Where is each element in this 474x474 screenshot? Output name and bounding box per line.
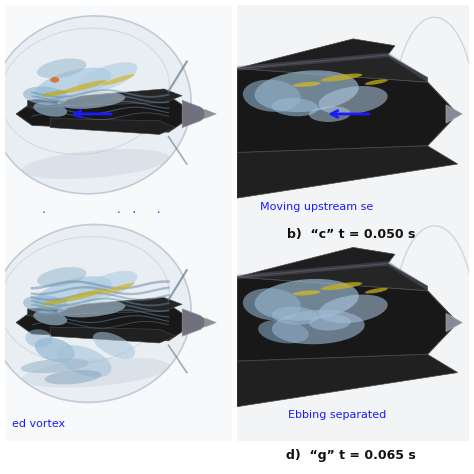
- Polygon shape: [237, 261, 428, 291]
- Ellipse shape: [41, 299, 68, 305]
- Polygon shape: [237, 264, 428, 291]
- Ellipse shape: [33, 102, 67, 117]
- Ellipse shape: [309, 315, 351, 330]
- Ellipse shape: [22, 149, 169, 179]
- Ellipse shape: [35, 276, 111, 310]
- Polygon shape: [16, 304, 196, 341]
- Ellipse shape: [0, 225, 191, 402]
- Ellipse shape: [41, 90, 68, 97]
- Polygon shape: [237, 146, 457, 198]
- Polygon shape: [27, 89, 182, 107]
- Ellipse shape: [255, 279, 359, 320]
- Polygon shape: [446, 105, 462, 123]
- Ellipse shape: [321, 73, 362, 82]
- Ellipse shape: [365, 288, 388, 293]
- Polygon shape: [182, 100, 210, 128]
- Ellipse shape: [258, 320, 309, 343]
- Ellipse shape: [50, 77, 59, 82]
- Polygon shape: [182, 309, 210, 336]
- Ellipse shape: [93, 332, 135, 359]
- Ellipse shape: [33, 310, 67, 325]
- Ellipse shape: [243, 80, 301, 112]
- Ellipse shape: [23, 86, 68, 105]
- Polygon shape: [237, 277, 457, 361]
- Ellipse shape: [272, 310, 365, 344]
- Ellipse shape: [293, 82, 320, 87]
- Ellipse shape: [45, 370, 101, 384]
- Ellipse shape: [243, 288, 301, 320]
- Ellipse shape: [77, 271, 137, 301]
- Polygon shape: [50, 118, 175, 135]
- Ellipse shape: [319, 294, 388, 323]
- Ellipse shape: [63, 289, 106, 302]
- Ellipse shape: [365, 79, 388, 85]
- Polygon shape: [16, 96, 196, 132]
- Ellipse shape: [22, 357, 169, 388]
- Ellipse shape: [272, 307, 318, 325]
- Polygon shape: [237, 55, 428, 82]
- Text: g upstream separated vortex: g upstream separated vortex: [11, 210, 174, 220]
- Ellipse shape: [255, 70, 359, 112]
- Ellipse shape: [102, 74, 135, 85]
- Text: d)  “g” t = 0.065 s: d) “g” t = 0.065 s: [286, 449, 416, 463]
- Ellipse shape: [272, 98, 318, 116]
- Ellipse shape: [77, 62, 137, 93]
- Ellipse shape: [63, 80, 106, 93]
- Polygon shape: [237, 53, 428, 82]
- Polygon shape: [205, 318, 216, 327]
- Ellipse shape: [23, 295, 68, 314]
- Ellipse shape: [57, 92, 125, 109]
- Ellipse shape: [21, 358, 89, 373]
- Ellipse shape: [37, 58, 86, 78]
- Polygon shape: [205, 109, 216, 118]
- Text: ed vortex: ed vortex: [11, 419, 64, 429]
- Polygon shape: [50, 327, 175, 343]
- Text: Moving upstream se: Moving upstream se: [260, 201, 374, 211]
- Polygon shape: [237, 39, 395, 68]
- Text: b)  “c” t = 0.050 s: b) “c” t = 0.050 s: [287, 228, 415, 241]
- Ellipse shape: [102, 283, 135, 294]
- Ellipse shape: [293, 291, 320, 295]
- Ellipse shape: [0, 16, 191, 194]
- Ellipse shape: [309, 106, 351, 122]
- Ellipse shape: [35, 337, 75, 362]
- Ellipse shape: [37, 267, 86, 287]
- Polygon shape: [237, 355, 457, 407]
- Ellipse shape: [25, 329, 53, 347]
- Polygon shape: [446, 313, 462, 332]
- Ellipse shape: [321, 282, 362, 290]
- Polygon shape: [237, 247, 395, 277]
- Ellipse shape: [319, 86, 388, 115]
- Ellipse shape: [35, 68, 111, 101]
- Text: Ebbing separated: Ebbing separated: [288, 410, 386, 420]
- Ellipse shape: [57, 301, 125, 317]
- Polygon shape: [27, 298, 182, 316]
- Ellipse shape: [57, 345, 111, 377]
- Polygon shape: [237, 68, 457, 153]
